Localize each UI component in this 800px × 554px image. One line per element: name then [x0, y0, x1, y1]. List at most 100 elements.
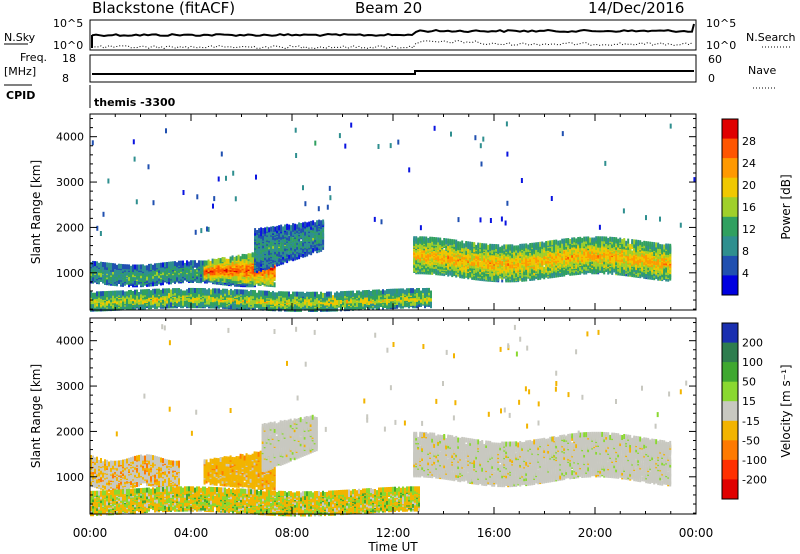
- range-gate-cell: [619, 237, 622, 243]
- range-gate-cell: [583, 253, 586, 259]
- freq-series-line: [92, 70, 694, 75]
- range-gate-cell: [306, 240, 309, 246]
- range-gate-cell: [593, 260, 596, 266]
- range-gate-cell: [647, 241, 650, 247]
- range-gate-cell: [643, 245, 646, 251]
- range-gate-cell: [429, 236, 432, 242]
- range-gate-cell: [599, 236, 602, 242]
- range-gate-cell: [96, 261, 98, 267]
- range-gate-cell: [417, 242, 420, 248]
- range-gate-cell: [531, 260, 534, 266]
- range-gate-cell: [495, 273, 498, 279]
- range-gate-cell: [423, 236, 426, 242]
- range-gate-cell: [645, 257, 648, 263]
- range-gate-cell: [449, 238, 452, 244]
- range-gate-cell: [487, 251, 490, 257]
- station-title: Blackstone (fitACF): [92, 0, 235, 17]
- range-gate-cell: [243, 254, 246, 259]
- range-gate-cell: [265, 272, 268, 278]
- range-gate-cell: [573, 237, 576, 243]
- range-gate-cell: [613, 239, 616, 245]
- range-gate-cell: [138, 264, 140, 270]
- range-gate-cell: [308, 241, 311, 247]
- range-gate-cell: [209, 260, 212, 266]
- range-gate-cell: [589, 268, 592, 274]
- range-gate-cell: [106, 268, 108, 274]
- range-gate-cell: [427, 259, 430, 265]
- range-gate-cell: [251, 252, 254, 258]
- range-gate-cell: [272, 251, 275, 257]
- range-gate-cell: [249, 253, 252, 259]
- range-gate-cell: [585, 244, 588, 250]
- range-gate-cell: [192, 270, 194, 276]
- range-gate-cell: [114, 263, 116, 269]
- range-gate-cell: [213, 263, 216, 269]
- range-gate-cell: [577, 245, 580, 251]
- range-gate-cell: [623, 257, 626, 263]
- range-gate-cell: [136, 274, 138, 280]
- range-gate-cell: [623, 241, 626, 247]
- range-gate-cell: [665, 266, 668, 272]
- range-gate-cell: [176, 266, 178, 271]
- range-gate-cell: [627, 271, 630, 277]
- range-gate-cell: [114, 269, 116, 275]
- range-gate-cell: [256, 236, 259, 242]
- range-gate-cell: [314, 226, 317, 231]
- range-gate-cell: [601, 249, 604, 254]
- range-gate-cell: [198, 271, 200, 277]
- range-gate-cell: [160, 280, 162, 286]
- range-gate-cell: [441, 240, 444, 246]
- range-gate-cell: [431, 239, 434, 245]
- range-gate-cell: [503, 244, 506, 250]
- range-gate-cell: [178, 272, 180, 278]
- range-gate-cell: [213, 258, 216, 264]
- range-gate-cell: [521, 273, 524, 278]
- range-gate-cell: [549, 240, 552, 246]
- range-gate-cell: [579, 236, 582, 242]
- range-gate-cell: [525, 276, 528, 282]
- range-gate-cell: [589, 237, 592, 243]
- range-gate-cell: [593, 246, 596, 252]
- range-gate-cell: [659, 244, 662, 250]
- range-gate-cell: [294, 223, 297, 229]
- range-gate-cell: [631, 269, 634, 275]
- range-gate-cell: [479, 267, 482, 272]
- range-gate-cell: [441, 248, 444, 253]
- range-gate-cell: [655, 265, 658, 271]
- range-gate-cell: [104, 262, 106, 268]
- range-gate-cell: [260, 242, 263, 248]
- range-gate-cell: [258, 252, 261, 258]
- cpid-label: CPID: [6, 89, 35, 102]
- range-gate-cell: [288, 253, 291, 259]
- range-gate-cell: [118, 263, 120, 269]
- range-gate-cell: [619, 264, 622, 270]
- range-gate-cell: [571, 260, 574, 266]
- range-gate-cell: [655, 260, 658, 266]
- range-gate-cell: [613, 248, 616, 254]
- range-gate-cell: [152, 264, 154, 270]
- range-gate-cell: [431, 267, 434, 273]
- range-gate-cell: [180, 266, 182, 272]
- range-gate-cell: [124, 276, 126, 282]
- range-gate-cell: [667, 260, 670, 266]
- range-gate-cell: [497, 244, 500, 250]
- range-gate-cell: [235, 274, 238, 280]
- range-gate-cell: [647, 265, 650, 271]
- range-gate-cell: [116, 267, 118, 273]
- range-gate-cell: [585, 261, 588, 267]
- range-gate-cell: [493, 277, 496, 283]
- range-gate-cell: [669, 274, 672, 280]
- range-gate-cell: [227, 258, 230, 264]
- range-gate-cell: [649, 244, 652, 250]
- range-gate-cell: [663, 257, 666, 263]
- range-gate-cell: [320, 220, 323, 226]
- range-gate-cell: [276, 253, 279, 259]
- range-gate-cell: [621, 248, 624, 253]
- range-gate-cell: [142, 264, 144, 270]
- range-gate-cell: [635, 242, 638, 248]
- range-gate-cell: [507, 249, 510, 255]
- range-gate-cell: [156, 278, 158, 284]
- range-gate-cell: [263, 268, 266, 274]
- range-gate-cell: [98, 262, 100, 268]
- range-gate-cell: [607, 269, 610, 275]
